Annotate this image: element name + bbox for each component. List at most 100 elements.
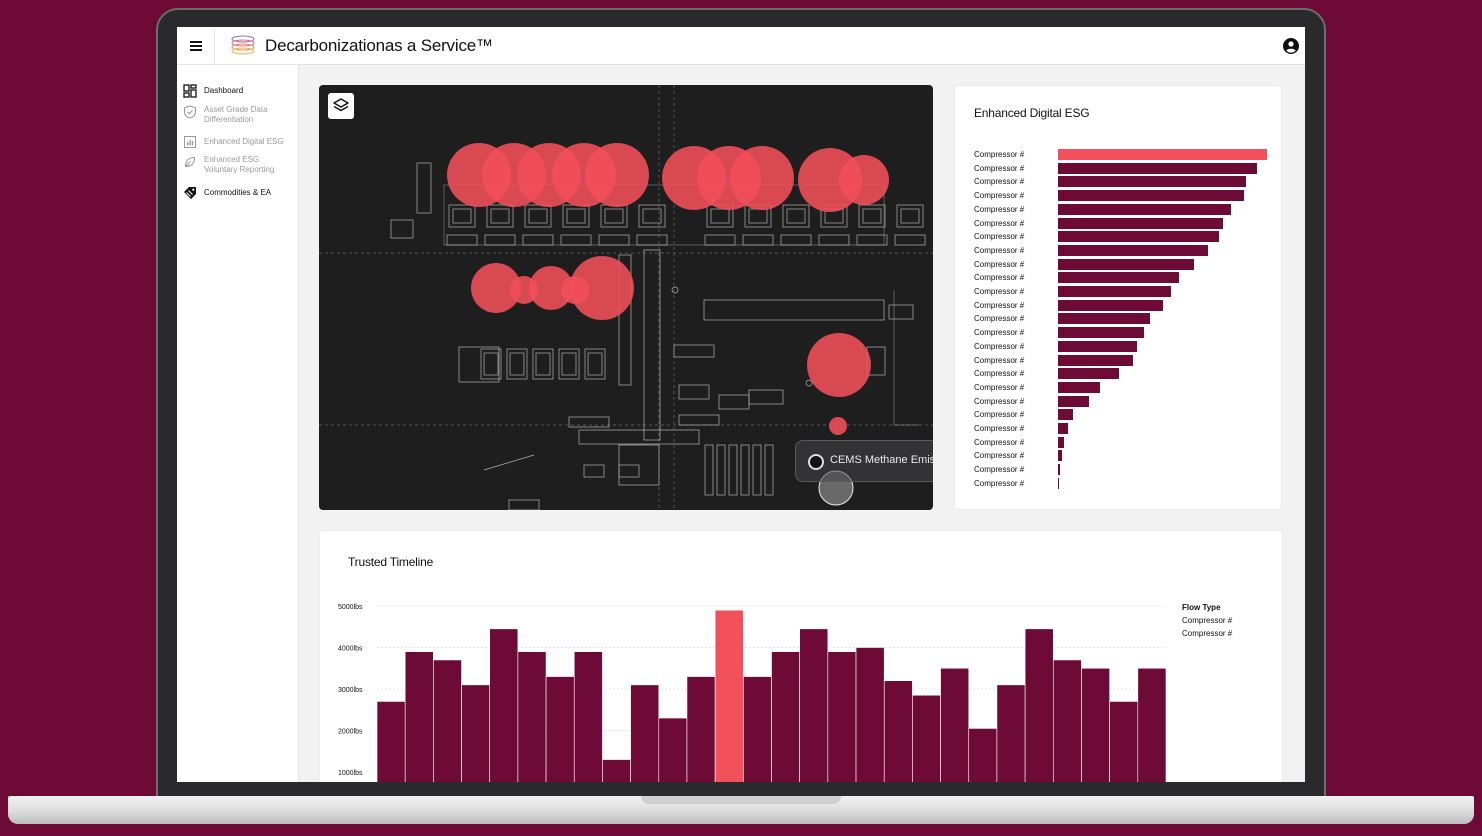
- esg-bar[interactable]: [1058, 162, 1257, 174]
- esg-row[interactable]: Compressor #: [974, 368, 1274, 380]
- esg-row[interactable]: Compressor #: [974, 149, 1274, 160]
- facility-map[interactable]: CEMS Methane Emis: [319, 85, 933, 510]
- esg-row[interactable]: Compressor #: [974, 272, 1274, 284]
- timeline-bar[interactable]: [1052, 659, 1082, 782]
- esg-row[interactable]: Compressor #: [974, 176, 1274, 188]
- timeline-bar[interactable]: [1137, 667, 1167, 782]
- esg-bar[interactable]: [1058, 409, 1073, 421]
- esg-bar[interactable]: [1058, 340, 1138, 352]
- timeline-bar[interactable]: [771, 651, 800, 782]
- timeline-bar[interactable]: [461, 684, 491, 782]
- esg-row[interactable]: Compressor #: [974, 450, 1274, 462]
- esg-row[interactable]: Compressor #: [974, 354, 1274, 366]
- methane-heat-circle[interactable]: [807, 333, 871, 397]
- timeline-bar[interactable]: [658, 717, 688, 782]
- timeline-bar[interactable]: [968, 728, 998, 782]
- esg-bar[interactable]: [1058, 244, 1209, 256]
- sidebar-item-enhanced-digital-esg[interactable]: Enhanced Digital ESG: [183, 135, 294, 149]
- esg-row[interactable]: Compressor #: [974, 340, 1274, 352]
- timeline-bar[interactable]: [573, 651, 603, 782]
- esg-card: Enhanced Digital ESG Compressor # Compres…: [954, 85, 1282, 510]
- esg-row[interactable]: Compressor #: [974, 381, 1274, 393]
- timeline-bar[interactable]: [404, 651, 434, 782]
- esg-bar[interactable]: [1058, 299, 1163, 311]
- methane-heat-circle[interactable]: [839, 155, 889, 205]
- esg-bar[interactable]: [1058, 190, 1244, 202]
- esg-row[interactable]: Compressor #: [974, 258, 1274, 270]
- esg-bar[interactable]: [1058, 231, 1219, 243]
- esg-bar[interactable]: [1058, 354, 1134, 366]
- timeline-bar[interactable]: [1109, 701, 1139, 782]
- esg-row[interactable]: Compressor #: [974, 244, 1274, 256]
- legend-item[interactable]: Compressor #: [1182, 616, 1233, 625]
- esg-bar[interactable]: [1058, 368, 1119, 380]
- esg-bar[interactable]: [1058, 217, 1224, 229]
- esg-bar[interactable]: [1058, 477, 1060, 489]
- esg-bar[interactable]: [1058, 327, 1144, 339]
- timeline-bar[interactable]: [376, 701, 406, 782]
- bar-chart-icon: [184, 136, 196, 148]
- methane-heat-circle[interactable]: [730, 146, 794, 210]
- esg-row[interactable]: Compressor #: [974, 231, 1274, 243]
- methane-heat-circle[interactable]: [471, 263, 521, 313]
- esg-bar[interactable]: [1058, 313, 1150, 325]
- layers-button[interactable]: [328, 93, 354, 119]
- methane-heat-circle[interactable]: [585, 143, 649, 207]
- esg-row[interactable]: Compressor #: [974, 436, 1274, 448]
- cems-methane-toggle[interactable]: CEMS Methane Emis: [795, 440, 933, 482]
- sidebar-item-commodities[interactable]: Commodities & EA: [183, 186, 294, 200]
- sidebar-item-asset-grade[interactable]: Asset Grade Data Differentiation: [183, 105, 294, 125]
- esg-bar[interactable]: [1058, 395, 1090, 407]
- user-account-icon[interactable]: [1283, 38, 1299, 54]
- timeline-bar[interactable]: [855, 647, 885, 783]
- timeline-bar[interactable]: [517, 651, 547, 782]
- esg-row[interactable]: Compressor #: [974, 299, 1274, 311]
- timeline-bar[interactable]: [545, 676, 575, 782]
- timeline-bar[interactable]: [489, 628, 519, 782]
- timeline-bar[interactable]: [630, 684, 660, 782]
- esg-bar[interactable]: [1058, 258, 1194, 270]
- esg-row[interactable]: Compressor #: [974, 203, 1274, 215]
- timeline-bar[interactable]: [996, 684, 1026, 782]
- timeline-bar[interactable]: [912, 694, 941, 782]
- esg-bar[interactable]: [1058, 149, 1267, 160]
- esg-row[interactable]: Compressor #: [974, 217, 1274, 229]
- esg-row[interactable]: Compressor #: [974, 423, 1274, 434]
- timeline-bar[interactable]: [602, 759, 631, 782]
- esg-row[interactable]: Compressor #: [974, 395, 1274, 407]
- esg-bar[interactable]: [1058, 272, 1180, 284]
- methane-heat-circle[interactable]: [570, 256, 634, 320]
- esg-row[interactable]: Compressor #: [974, 162, 1274, 174]
- timeline-bar[interactable]: [686, 676, 716, 782]
- esg-row[interactable]: Compressor #: [974, 409, 1274, 421]
- timeline-bar[interactable]: [799, 628, 829, 782]
- esg-row[interactable]: Compressor #: [974, 313, 1274, 325]
- esg-bar[interactable]: [1058, 423, 1069, 434]
- methane-heat-circle[interactable]: [529, 266, 573, 310]
- methane-heat-circle[interactable]: [829, 417, 847, 435]
- timeline-bar[interactable]: [714, 609, 744, 782]
- timeline-bar[interactable]: [1081, 667, 1110, 782]
- timeline-bar[interactable]: [1024, 628, 1054, 782]
- esg-row[interactable]: Compressor #: [974, 464, 1274, 476]
- esg-row[interactable]: Compressor #: [974, 327, 1274, 339]
- sidebar-item-dashboard[interactable]: Dashboard: [183, 84, 294, 98]
- esg-bar[interactable]: [1058, 464, 1061, 476]
- esg-bar[interactable]: [1058, 286, 1171, 297]
- esg-row[interactable]: Compressor #: [974, 477, 1274, 489]
- esg-row[interactable]: Compressor #: [974, 286, 1274, 297]
- hamburger-menu-button[interactable]: [177, 27, 215, 65]
- esg-bar[interactable]: [1058, 381, 1100, 393]
- legend-item[interactable]: Compressor #: [1182, 629, 1233, 638]
- timeline-bar[interactable]: [827, 651, 857, 782]
- sidebar-item-voluntary-reporting[interactable]: Enhanced ESG Voluntary Reporting: [183, 155, 294, 175]
- timeline-bar[interactable]: [883, 680, 913, 782]
- esg-bar[interactable]: [1058, 203, 1232, 215]
- timeline-bar[interactable]: [940, 667, 970, 782]
- timeline-bar[interactable]: [433, 659, 462, 782]
- esg-row[interactable]: Compressor #: [974, 190, 1274, 202]
- esg-bar[interactable]: [1058, 436, 1065, 448]
- timeline-bar[interactable]: [743, 676, 772, 782]
- esg-bar[interactable]: [1058, 450, 1063, 462]
- esg-bar[interactable]: [1058, 176, 1247, 188]
